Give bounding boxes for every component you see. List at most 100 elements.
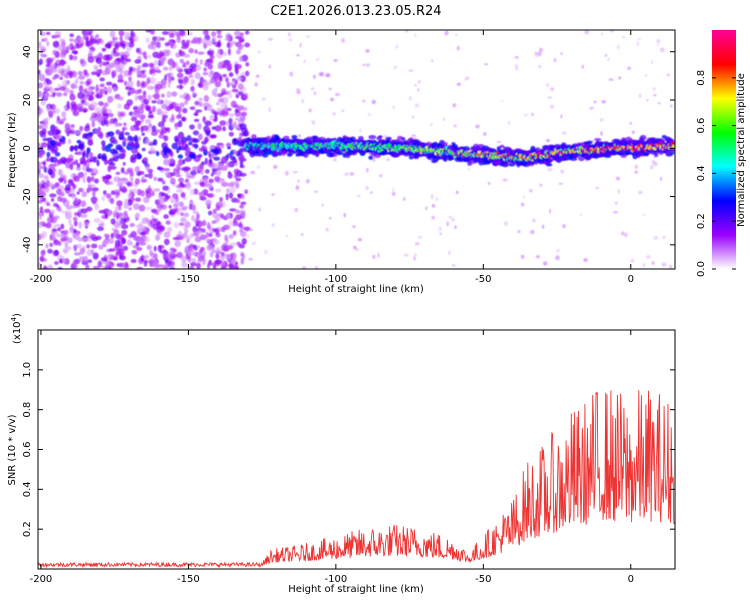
spectrogram-cell [98,101,104,106]
spectrogram-cell [66,105,71,110]
spectrogram-cell [333,59,338,62]
spectrogram-cell [141,132,145,136]
spectrogram-cell [38,69,41,75]
spectrogram-cell [496,140,502,144]
spectrogram-cell [483,132,487,136]
spectrogram-cell [59,156,67,164]
spectrogram-cell [163,66,169,71]
spectrogram-cell [163,231,171,238]
spectrogram-cell [594,138,602,141]
spectrogram-cell [46,216,55,223]
spectrogram-cell [207,210,213,216]
spectrogram-cell [538,65,541,68]
spectrogram-cell [152,223,159,230]
spectrogram-cell [475,124,480,129]
spectrogram-cell [599,118,604,122]
spectrogram-cell [444,30,449,36]
spectrogram-cell [296,89,301,95]
spectrogram-cell [55,59,60,64]
spectrogram-cell [417,80,421,84]
spectrogram-cell [188,48,194,54]
spectrogram-cell [508,120,511,125]
spectrogram-cell [414,33,417,38]
spectrogram-cell [181,262,188,268]
spectrogram-cell [240,193,245,200]
spectrogram-cell [91,200,97,205]
spectrogram-cell [153,176,158,181]
spectrogram-cell [81,191,88,198]
spectrogram-cell [97,153,103,160]
spectrogram-cell [44,78,50,82]
spectrogram-cell [146,244,152,250]
spectrogram-cell [110,218,116,225]
spectrogram-cell [244,189,249,194]
spectrogram-cell [464,78,466,81]
spectrogram-cell [134,120,141,125]
spectrogram-cell [130,157,137,164]
spectrogram-cell [122,245,129,251]
spectrogram-cell [48,110,53,115]
spectrogram-cell [90,101,98,108]
spectrogram-cell [163,168,170,172]
spectrogram-cell [138,51,144,56]
spectrogram-cell [295,88,300,91]
spectrogram-cell [157,98,162,104]
spectrogram-cell [233,217,237,224]
spectrogram-cell [69,33,75,38]
spectrogram-cell [161,110,169,115]
spectrogram-cell [141,80,145,87]
spectrogram-cell [232,230,237,236]
spectrogram-cell [215,188,222,193]
spectrogram-cell [175,66,182,71]
spectrogram-cell [106,81,113,86]
spectrogram-cell [101,260,107,265]
spectrogram-cell [246,234,250,238]
spectrogram-cell [107,43,112,48]
spectrogram-cell [145,191,152,199]
spectrogram-cell [59,76,63,80]
spectrogram-cell [86,188,90,194]
spectrogram-cell [52,56,56,61]
spectrogram-cell [211,37,217,42]
spectrogram-cell [669,104,673,108]
spectrogram-cell [201,140,208,145]
spectrogram-cell [487,181,491,186]
spectrogram-cell [50,139,56,147]
spectrogram-cell [196,220,203,228]
spectrogram-cell [413,256,416,261]
spectrogram-cell [43,185,50,193]
spectrogram-cell [123,202,129,209]
spectrogram-cell [191,214,195,222]
spectrogram-cell [271,223,275,228]
spectrogram-cell [156,151,160,157]
spectrogram-cell [268,64,271,69]
spectrogram-cell [175,114,182,120]
spectrogram-cell [178,145,182,151]
spectrogram-cell [218,75,223,83]
spectrogram-cell [127,168,133,173]
spectrogram-cell [353,245,357,250]
spectrogram-cell [137,88,143,94]
spectrogram-cell [218,61,225,65]
spectrogram-cell [239,38,245,43]
spectrogram-cell [98,244,104,250]
spectrogram-cell [105,144,109,150]
spectrogram-cell [142,62,149,68]
spectrogram-cell [170,172,176,177]
spectrogram-cell [405,30,409,33]
spectrogram-cell [221,264,227,269]
spectrogram-cell [80,208,88,214]
spectrogram-cell [414,84,417,87]
spectrogram-cell [127,80,134,88]
spectrogram-cell [223,156,228,161]
spectrogram-cell [120,153,126,158]
spectrogram-cell [123,171,130,175]
spectrogram-cell [615,176,621,181]
spectrogram-cell [85,152,89,159]
spectrogram-cell [535,255,541,259]
spectrogram-cell [225,213,231,220]
spectrogram-cell [194,72,201,80]
spectrogram-cell [190,85,195,92]
spectrogram-cell [166,91,172,98]
spectrogram-cell [320,71,325,77]
